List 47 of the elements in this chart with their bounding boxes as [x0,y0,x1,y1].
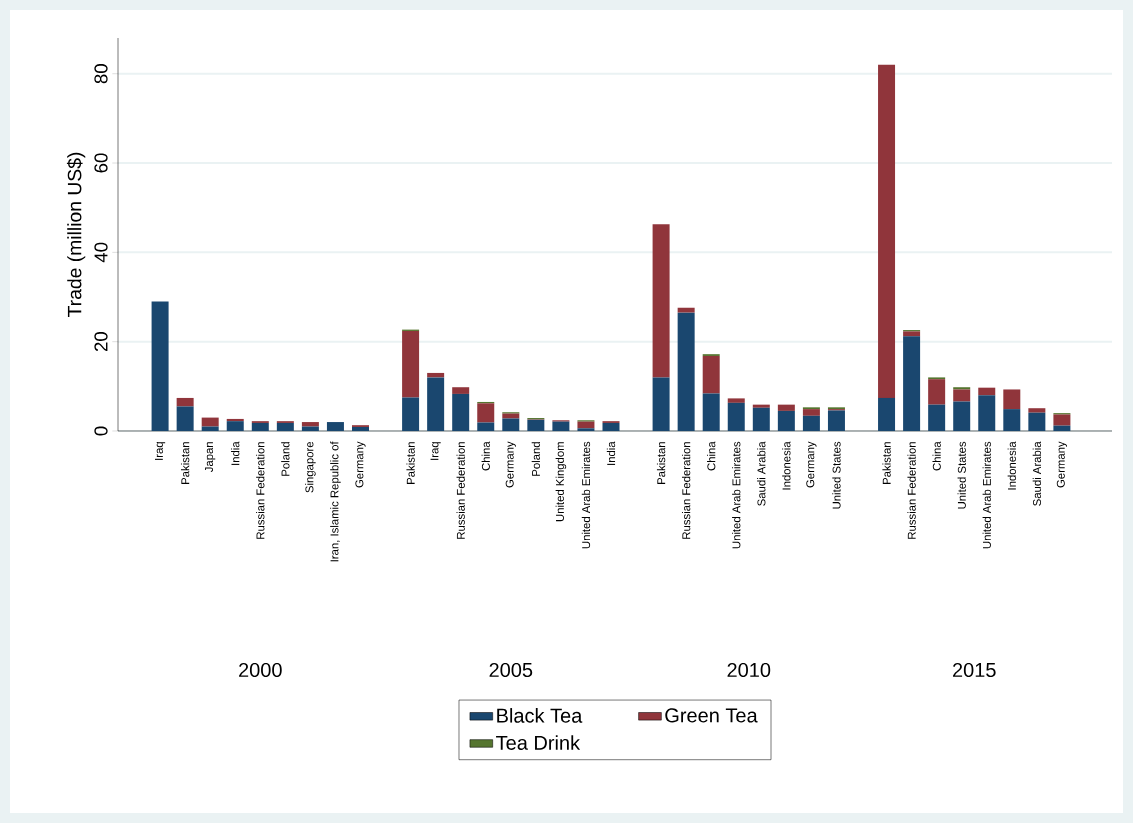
x-tick-label: Iran, Islamic Republic of [330,441,341,562]
x-tick-label: Iraq [430,442,441,460]
x-tick-label: Russian Federation [681,442,691,539]
y-tick-label: 0 [94,426,108,436]
x-tick-label: United Kingdom [555,442,567,522]
x-tick-label: Russian Federation [456,442,465,539]
x-tick-label: United Arab Emirates [732,441,741,549]
x-tick-label: Poland [281,442,290,476]
y-tick-label: 40 [94,242,108,263]
y-axis-title: Trade (million US$) [66,152,86,317]
text: 2010 [727,662,771,678]
y-tick-label: 80 [94,64,108,84]
text: 2005 [489,662,533,678]
x-tick-label: United States [957,441,966,509]
x-tick-label: Singapore [305,441,316,493]
y-tick-label: 20 [94,332,108,352]
x-tick-label: Pakistan [180,442,190,484]
x-tick-label: Poland [531,442,540,476]
x-tick-label: Iraq [155,442,166,460]
x-tick-label: United Arab Emirates [581,441,591,549]
legend-label: Green Tea [665,708,758,723]
x-tick-label: China [481,441,490,471]
x-tick-label: Pakistan [656,442,666,484]
x-tick-label: United States [832,441,841,509]
x-tick-label: Germany [1056,441,1068,488]
x-tick-label: Saudi Arabia [1032,441,1042,506]
x-tick-label: Indonesia [782,441,791,490]
x-tick-label: Germany [355,441,366,488]
legend-label: Tea Drink [496,735,581,750]
x-tick-label: China [707,441,716,471]
x-tick-label: India [231,441,240,465]
x-tick-label: Japan [205,442,216,473]
x-tick-label: Germany [505,441,516,488]
x-tick-label: India [606,441,616,465]
x-tick-label: Germany [806,441,817,488]
text: 2000 [239,662,282,678]
x-tick-label: Pakistan [882,442,891,484]
x-tick-label: Pakistan [406,442,415,484]
y-tick-label: 60 [94,153,108,173]
x-tick-label: Saudi Arabia [757,441,766,506]
x-tick-label: Indonesia [1007,441,1016,490]
legend-label: Black Tea [497,708,583,723]
x-tick-label: China [932,441,941,471]
x-tick-label: Russian Federation [907,442,916,539]
text: 2015 [952,662,996,678]
x-tick-label: United Arab Emirates [982,441,991,549]
x-tick-label: Russian Federation [256,442,265,539]
